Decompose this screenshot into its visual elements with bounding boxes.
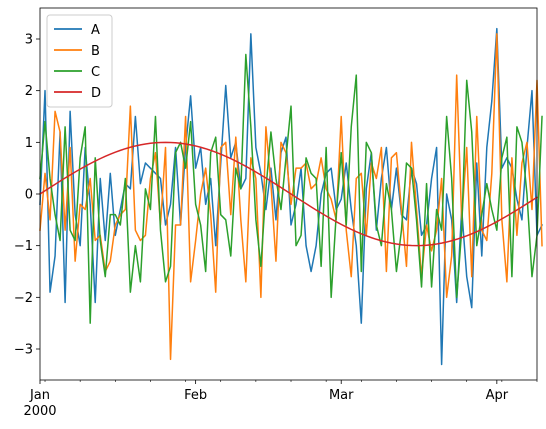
legend-label-c: C <box>91 65 100 80</box>
x-tick-label: Jan <box>29 388 50 403</box>
y-tick-label: −1 <box>14 239 33 254</box>
y-tick-label: −3 <box>14 343 33 358</box>
series-line-c <box>39 53 543 324</box>
x-tick-label: Feb <box>184 388 207 403</box>
y-tick-label: 1 <box>25 136 33 151</box>
y-tick-label: 0 <box>25 188 33 203</box>
y-tick-label: −2 <box>14 291 33 306</box>
series-line-d <box>38 141 539 247</box>
legend-box <box>46 14 113 108</box>
legend-label-d: D <box>91 86 101 101</box>
x-tick-label: Mar <box>329 388 354 403</box>
series-layer <box>38 27 544 366</box>
legend-label-b: B <box>91 44 100 59</box>
series-line-b <box>39 33 543 361</box>
legend-label-a: A <box>91 23 100 38</box>
y-tick-label: 3 <box>25 33 33 48</box>
y-tick-label: 2 <box>25 84 33 99</box>
x-tick-sublabel: 2000 <box>23 404 56 419</box>
x-tick-label: Apr <box>486 388 509 403</box>
